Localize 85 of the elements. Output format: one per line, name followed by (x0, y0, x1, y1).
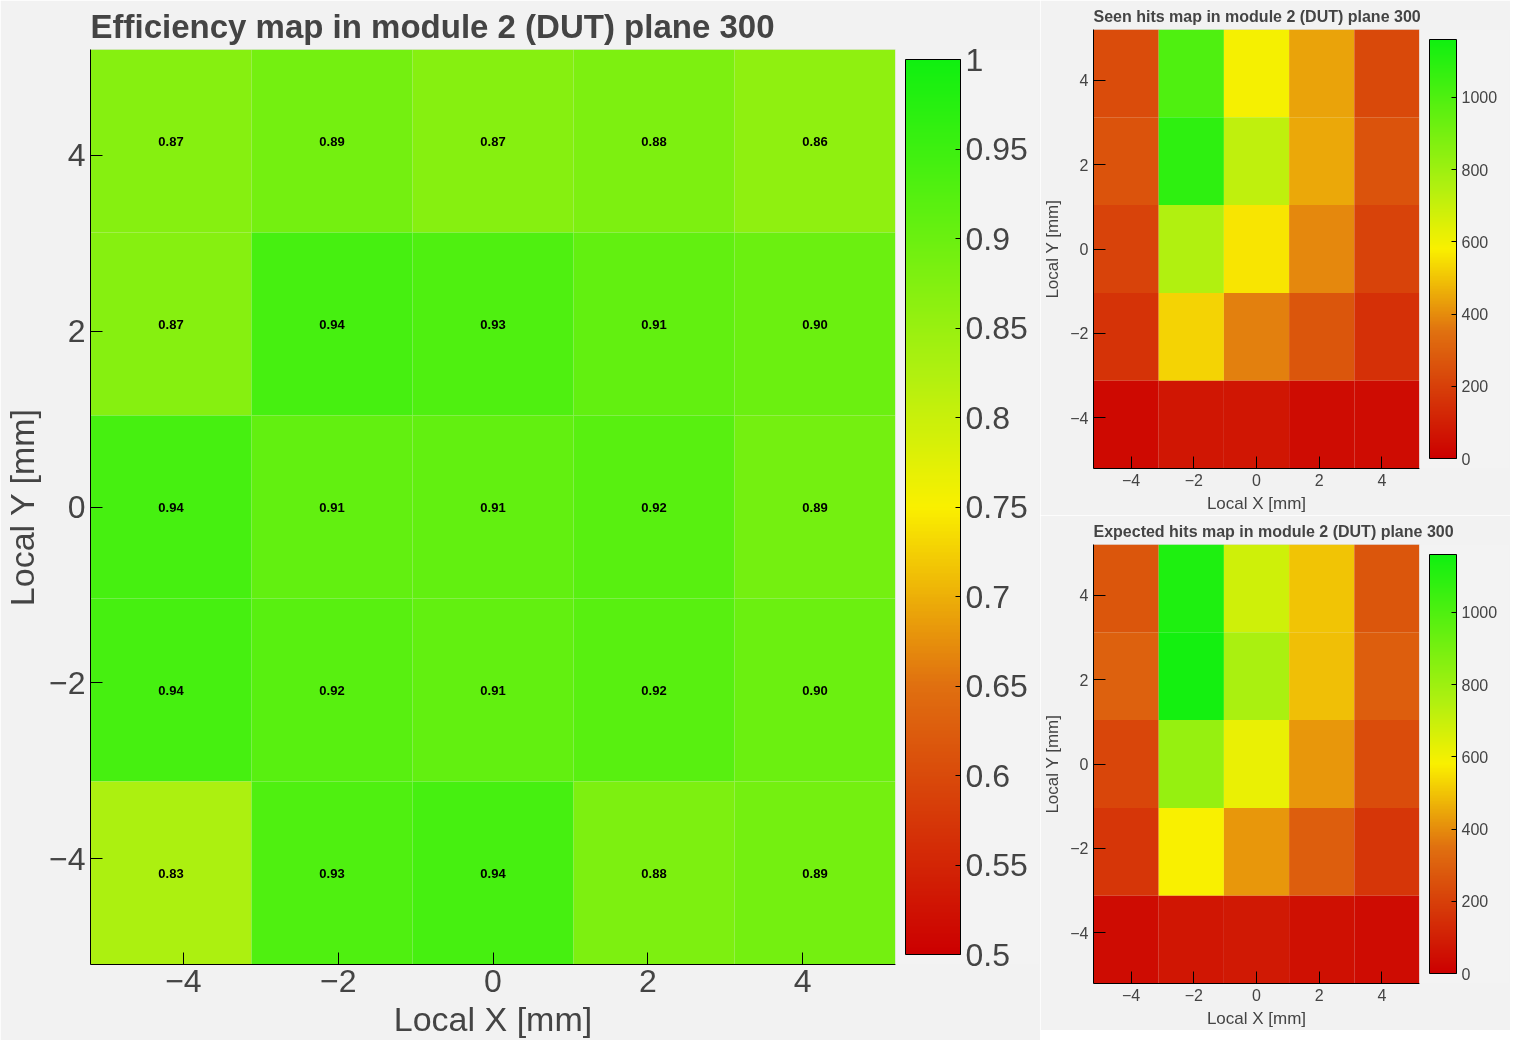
x-axis-title: Local X [mm] (1206, 1008, 1307, 1028)
color-bar-label: 200 (1461, 893, 1489, 911)
color-bar-label: 200 (1461, 378, 1489, 396)
data-label: 0.90 (802, 316, 828, 332)
color-bar-label: 0.75 (965, 489, 1028, 525)
y-tick-label: −4 (1070, 924, 1089, 942)
data-label: 0.94 (158, 499, 185, 515)
y-tick-label: −4 (49, 840, 86, 877)
y-axis-title: Local Y [mm] (3, 409, 42, 607)
color-bar-label: 800 (1461, 161, 1489, 179)
color-bar-label: 0.7 (965, 578, 1010, 615)
color-bar-label: 0.65 (965, 668, 1028, 704)
data-label: 0.89 (802, 865, 828, 881)
y-tick-label: 4 (1079, 587, 1089, 605)
y-tick-label: 2 (1079, 671, 1089, 689)
color-bar-label: 400 (1461, 821, 1489, 839)
y-tick-label: −2 (1070, 325, 1089, 343)
data-label: 0.92 (641, 682, 667, 698)
x-tick-label: 2 (1314, 471, 1324, 489)
x-tick-label: 2 (638, 962, 657, 999)
x-tick-label: 4 (1377, 471, 1387, 489)
data-label: 0.87 (158, 133, 184, 149)
data-label: 0.88 (641, 865, 667, 881)
y-tick-label: −4 (1070, 409, 1089, 427)
y-tick-label: 2 (67, 313, 86, 350)
color-bar-label: 0.85 (965, 310, 1028, 346)
data-label: 0.91 (641, 316, 667, 332)
color-bar-label: 0.6 (965, 757, 1010, 794)
color-bar-label: 0 (1461, 450, 1471, 468)
data-label: 0.93 (480, 316, 506, 332)
color-bar-label: 0.9 (965, 220, 1010, 257)
x-tick-label: −4 (165, 962, 202, 999)
data-label: 0.89 (802, 499, 828, 515)
y-tick-label: 0 (1079, 241, 1089, 258)
chart-title: Seen hits map in module 2 (DUT) plane 300 (1093, 7, 1421, 25)
data-label: 0.91 (480, 499, 506, 515)
color-bar-label: 0.5 (965, 936, 1010, 973)
y-tick-label: −2 (49, 664, 86, 701)
data-label: 0.89 (319, 133, 345, 149)
color-bar-label: 0.55 (965, 847, 1028, 883)
data-label: 0.87 (158, 316, 184, 332)
x-tick-label: 2 (1314, 986, 1324, 1004)
x-tick-label: −2 (1184, 986, 1204, 1004)
x-tick-label: −2 (319, 962, 357, 999)
y-tick-label: −2 (1070, 840, 1089, 858)
y-axis-title: Local Y [mm] (1043, 200, 1063, 299)
data-label: 0.90 (802, 682, 828, 698)
color-bar-label: 600 (1461, 233, 1489, 251)
color-bar-label: 400 (1461, 306, 1489, 324)
data-label: 0.86 (802, 133, 828, 149)
data-label: 0.92 (319, 682, 345, 698)
y-tick-label: 2 (1079, 156, 1089, 174)
x-tick-label: 4 (1377, 986, 1387, 1004)
x-tick-label: 0 (484, 962, 502, 999)
x-axis-title: Local X [mm] (393, 999, 593, 1038)
x-tick-label: −2 (1184, 471, 1204, 489)
color-bar-label: 0.95 (965, 131, 1028, 167)
y-tick-label: 4 (67, 137, 86, 174)
color-bar-label: 1000 (1461, 604, 1498, 622)
data-label: 0.94 (319, 316, 346, 332)
x-tick-label: −4 (1121, 471, 1141, 489)
chart-title: Expected hits map in module 2 (DUT) plane 300 (1093, 522, 1454, 540)
data-label: 0.94 (158, 682, 185, 698)
color-bar-label: 800 (1461, 676, 1489, 694)
x-tick-label: 0 (1252, 471, 1262, 489)
data-label: 0.83 (158, 865, 184, 881)
color-bar-label: 1000 (1461, 89, 1498, 107)
x-axis-title: Local X [mm] (1206, 493, 1307, 513)
x-tick-label: 0 (1252, 986, 1262, 1004)
data-label: 0.92 (641, 499, 667, 515)
color-bar-label: 1 (965, 41, 984, 78)
y-axis-title: Local Y [mm] (1043, 715, 1063, 814)
chart-title: Efficiency map in module 2 (DUT) plane 300 (90, 7, 775, 45)
color-bar-label: 0.8 (965, 399, 1010, 436)
color-bar-label: 600 (1461, 748, 1489, 766)
y-tick-label: 0 (1079, 756, 1089, 773)
data-label: 0.91 (480, 682, 506, 698)
data-label: 0.93 (319, 865, 345, 881)
data-label: 0.91 (319, 499, 345, 515)
x-tick-label: 4 (793, 962, 812, 999)
x-tick-label: −4 (1121, 986, 1141, 1004)
y-tick-label: 4 (1079, 72, 1089, 90)
data-label: 0.88 (641, 133, 667, 149)
data-label: 0.94 (480, 865, 507, 881)
data-label: 0.87 (480, 133, 506, 149)
